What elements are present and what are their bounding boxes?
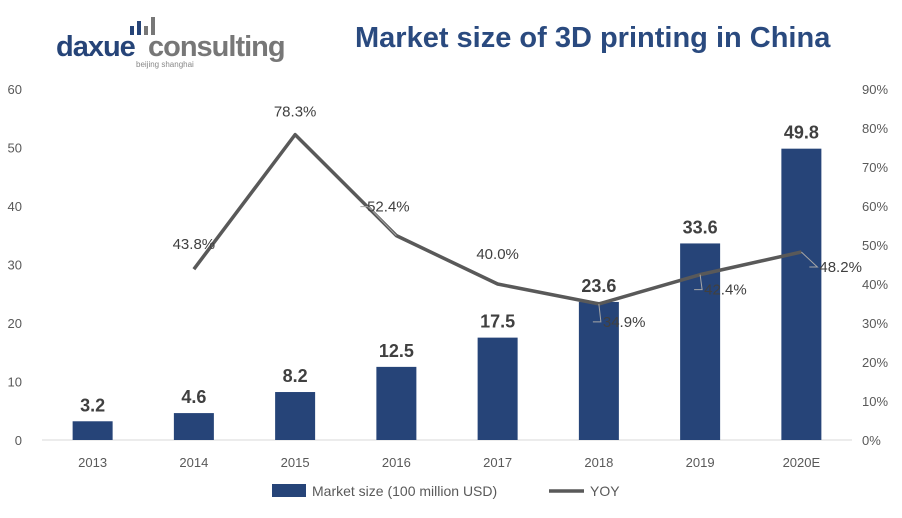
x-tick-label: 2018 [584,455,613,470]
y-left-tick-label: 20 [8,316,22,331]
x-tick-label: 2014 [179,455,208,470]
yoy-data-label: 52.4% [367,199,410,216]
x-tick-label: 2015 [281,455,310,470]
bar [781,148,822,441]
svg-text:beijing shanghai: beijing shanghai [136,60,194,69]
bar-data-label: 33.6 [683,217,718,237]
y-left-tick-label: 30 [8,258,22,273]
bar [376,366,417,440]
y-right-tick-label: 80% [862,121,888,136]
y-right-tick-label: 90% [862,82,888,97]
y-right-tick-label: 0% [862,433,881,448]
bar [72,421,113,440]
yoy-data-label: 34.9% [603,314,646,331]
yoy-leader-line [801,251,819,268]
yoy-data-label: 78.3% [274,104,317,121]
y-right-tick-label: 70% [862,160,888,175]
y-left-tick-label: 10 [8,375,22,390]
yoy-leader-line [360,206,397,236]
bar-data-label: 17.5 [480,312,515,332]
bar-data-label: 3.2 [80,395,105,415]
bar-data-label: 8.2 [283,366,308,386]
y-left-tick-label: 0 [15,433,22,448]
bar-data-label: 49.8 [784,123,819,143]
bar-data-label: 23.6 [581,276,616,296]
yoy-data-label: 42.4% [704,282,747,299]
bar [477,337,518,440]
y-right-tick-label: 50% [862,238,888,253]
bar [578,301,619,440]
bar-data-label: 12.5 [379,341,414,361]
y-right-tick-label: 30% [862,316,888,331]
x-tick-label: 2017 [483,455,512,470]
legend-bar-label: Market size (100 million USD) [312,483,497,499]
y-right-tick-label: 40% [862,277,888,292]
legend-bar-swatch [272,484,306,497]
x-tick-label: 2020E [783,455,821,470]
x-tick-label: 2013 [78,455,107,470]
y-left-tick-label: 40 [8,199,22,214]
y-right-tick-label: 20% [862,355,888,370]
yoy-data-label: 48.2% [819,259,862,276]
legend-line-label: YOY [590,483,620,499]
bar [173,413,214,440]
svg-text:consulting: consulting [148,31,285,63]
x-tick-label: 2019 [686,455,715,470]
daxue-consulting-logo: daxue consulting beijing shanghai [56,17,286,69]
x-tick-label: 2016 [382,455,411,470]
y-left-tick-label: 60 [8,82,22,97]
yoy-data-label: 40.0% [476,246,519,263]
y-right-tick-label: 60% [862,199,888,214]
yoy-leader-line [592,303,602,323]
y-left-tick-label: 50 [8,141,22,156]
svg-text:daxue: daxue [56,31,136,63]
chart-title: Market size of 3D printing in China [355,22,831,54]
yoy-data-label: 43.8% [173,236,216,253]
bar-data-label: 4.6 [181,387,206,407]
bar [275,392,316,440]
yoy-leader-line [694,274,703,291]
y-right-tick-label: 10% [862,394,888,409]
